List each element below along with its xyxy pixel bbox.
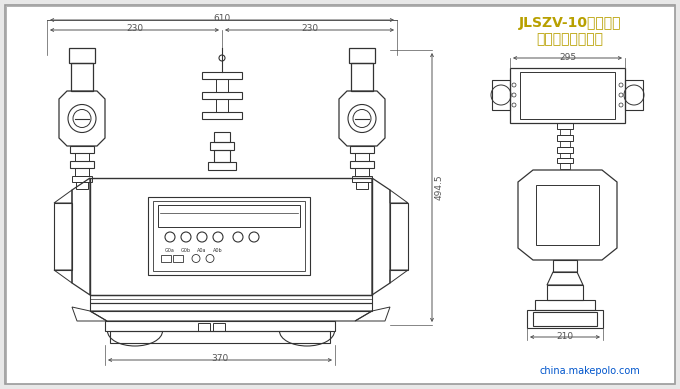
Bar (349, 48, 375, 63)
Bar (560, 129, 570, 135)
Text: 230: 230 (301, 24, 318, 33)
Bar (390, 203, 408, 270)
Bar (75, 153, 89, 161)
Bar (90, 295, 372, 303)
Bar (161, 255, 171, 262)
Bar (75, 168, 89, 176)
Text: 295: 295 (559, 53, 576, 62)
Bar (557, 135, 573, 141)
Bar (158, 205, 300, 227)
Bar (210, 142, 234, 150)
Bar (69, 48, 95, 63)
Bar (213, 323, 225, 331)
Bar (492, 80, 510, 110)
Bar (216, 79, 228, 92)
Bar (560, 163, 570, 169)
Bar (202, 112, 242, 119)
Text: A0a: A0a (197, 248, 207, 253)
Text: G0b: G0b (181, 248, 191, 253)
Bar (71, 63, 93, 91)
Bar (536, 185, 599, 245)
Bar (557, 147, 573, 153)
Bar (105, 321, 335, 331)
Text: china.makepolo.com: china.makepolo.com (540, 366, 641, 376)
Bar (557, 123, 573, 129)
Text: 370: 370 (211, 354, 228, 363)
Text: 210: 210 (556, 332, 573, 341)
Bar (356, 182, 368, 189)
Bar (76, 182, 88, 189)
Bar (560, 141, 570, 147)
Bar (202, 92, 242, 99)
Bar (553, 260, 577, 272)
Bar (198, 323, 210, 331)
Bar (557, 158, 573, 163)
Bar (533, 312, 597, 326)
Bar (208, 162, 236, 170)
Bar (350, 146, 374, 153)
Bar (216, 99, 228, 112)
Bar (90, 178, 372, 295)
Bar (90, 303, 372, 311)
Bar (153, 201, 305, 271)
Text: JLSZV-10整体浇注: JLSZV-10整体浇注 (519, 16, 622, 30)
Bar (214, 150, 230, 162)
Bar (173, 255, 183, 262)
Text: 610: 610 (214, 14, 231, 23)
Text: A0b: A0b (214, 248, 223, 253)
Text: 230: 230 (126, 24, 143, 33)
Bar (625, 80, 643, 110)
Bar (148, 197, 310, 275)
Bar (54, 203, 72, 270)
Bar (527, 310, 603, 328)
Bar (72, 176, 92, 182)
Bar (350, 161, 374, 168)
Bar (510, 68, 625, 123)
Bar (214, 132, 230, 142)
Bar (535, 300, 595, 310)
Bar (355, 153, 369, 161)
Text: 高压计量箱两元件: 高压计量箱两元件 (537, 32, 604, 46)
Bar (547, 285, 583, 300)
Text: G0a: G0a (165, 248, 175, 253)
Text: 494.5: 494.5 (435, 175, 444, 200)
Bar (70, 146, 94, 153)
Bar (520, 72, 615, 119)
Bar (70, 161, 94, 168)
Bar (352, 176, 372, 182)
Bar (202, 72, 242, 79)
Bar (355, 168, 369, 176)
Bar (110, 331, 330, 343)
Bar (351, 63, 373, 91)
Bar (560, 153, 570, 158)
